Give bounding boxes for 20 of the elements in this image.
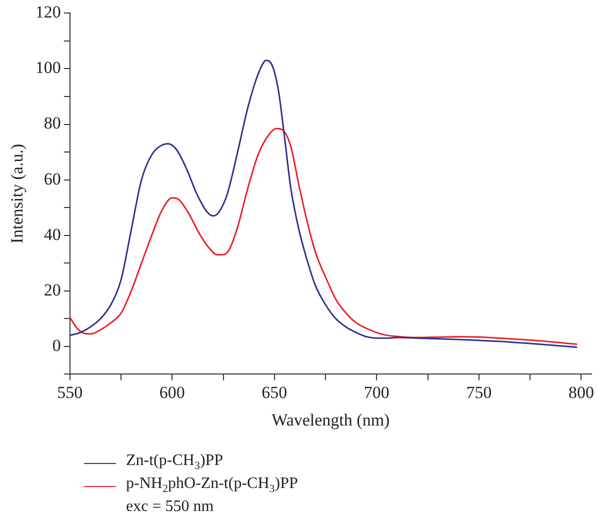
- x-axis-title: Wavelength (nm): [272, 410, 390, 430]
- text: exc = 550 nm: [125, 498, 215, 516]
- y-tick-label: 100: [35, 58, 61, 78]
- x-tick-label: 600: [159, 382, 185, 402]
- y-tick-label: 40: [44, 224, 61, 244]
- x-tick-label: 650: [262, 382, 288, 402]
- y-axis-title: Intensity (a.u.): [8, 144, 27, 244]
- y-tick-label: 120: [35, 2, 61, 22]
- y-tick-label: 20: [44, 280, 61, 300]
- y-tick-label: 60: [44, 169, 61, 188]
- x-tick-label: 800: [568, 382, 594, 402]
- legend-label: p-NH$_{2}$phO-Zn-t(p-CH$_{3}$)PP: [126, 475, 298, 498]
- x-tick-label: 750: [466, 382, 492, 402]
- y-tick-label: 0: [52, 336, 61, 355]
- legend-label: Zn-t(p-CH$_{3}$)PP: [126, 452, 224, 474]
- line-series: [70, 128, 578, 345]
- x-tick-label: 550: [57, 382, 83, 402]
- y-tick-label: 80: [44, 114, 61, 133]
- x-tick-label: 700: [364, 382, 390, 402]
- line-series: [70, 60, 578, 348]
